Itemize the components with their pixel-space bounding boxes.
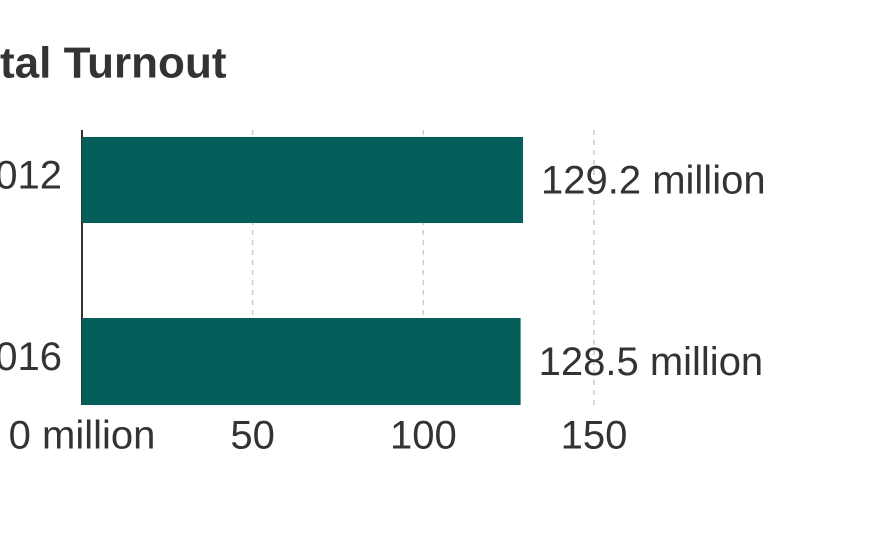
value-label: 129.2 million <box>541 159 766 203</box>
value-label: 128.5 million <box>539 340 764 384</box>
chart-title: tal Turnout <box>0 39 227 88</box>
bar <box>82 137 524 223</box>
y-tick-label: 012 <box>0 154 62 198</box>
x-tick-label: 50 <box>230 414 275 458</box>
x-tick-label: 100 <box>390 414 457 458</box>
x-tick-label: 150 <box>561 414 628 458</box>
x-tick-label: 0 million <box>9 414 156 458</box>
bar <box>82 318 521 405</box>
y-tick-label: 016 <box>0 335 62 379</box>
